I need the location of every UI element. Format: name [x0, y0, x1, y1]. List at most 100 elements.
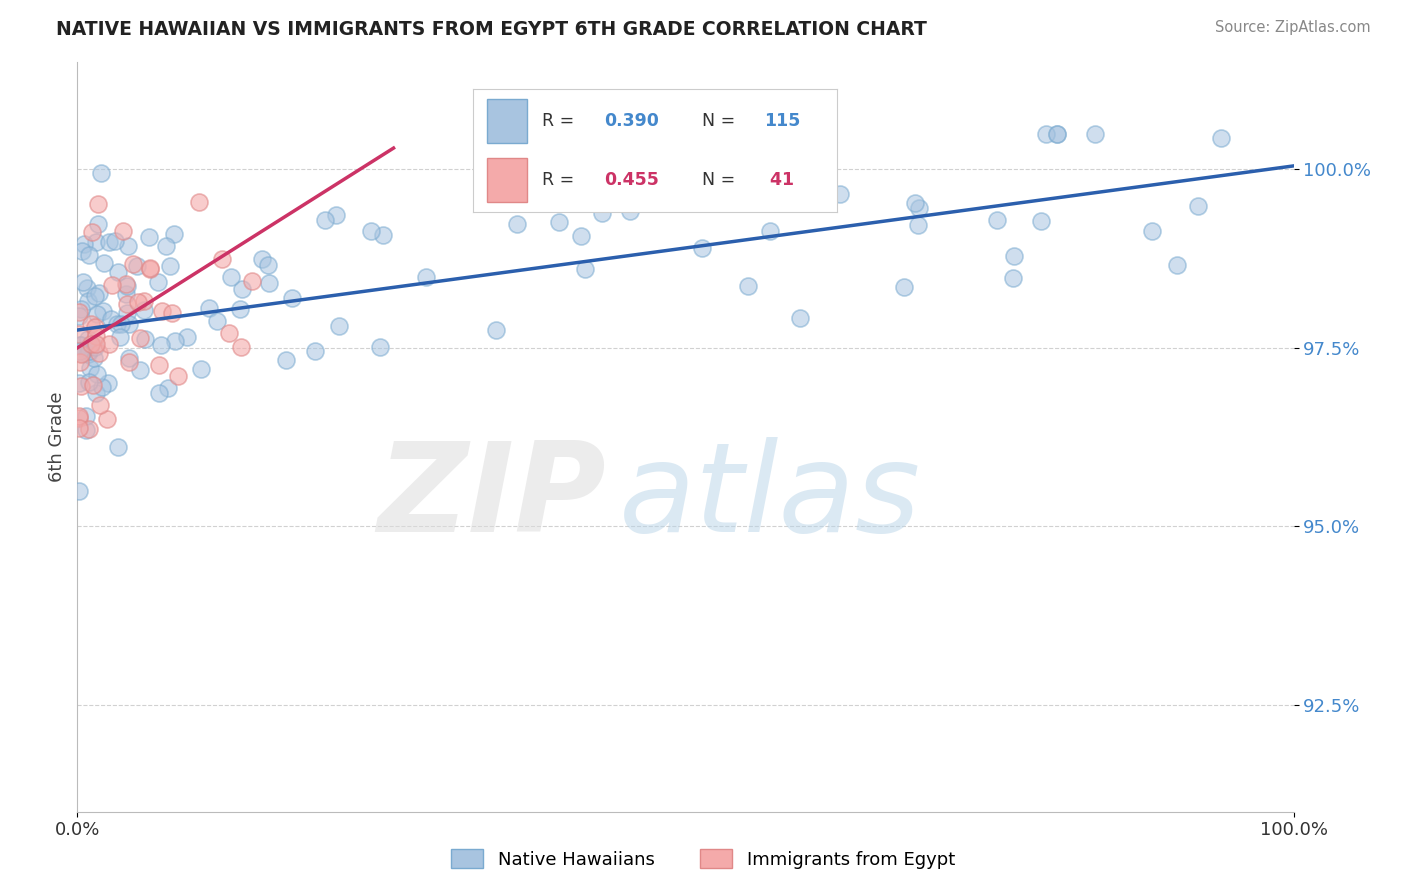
Text: ZIP: ZIP: [378, 436, 606, 558]
Point: [77, 375, 100, 389]
Point: [619, 203, 641, 218]
Point: [69, 379, 91, 393]
Point: [67, 376, 90, 391]
Point: [314, 212, 336, 227]
Point: [737, 279, 759, 293]
Point: [69, 354, 91, 368]
Point: [150, 304, 173, 318]
Point: [1166, 258, 1188, 272]
Point: [91, 304, 114, 318]
Point: [76, 347, 98, 361]
Point: [828, 187, 851, 202]
Point: [67, 326, 90, 341]
Point: [82, 378, 104, 392]
Point: [231, 282, 253, 296]
Point: [569, 229, 592, 244]
Point: [156, 381, 179, 395]
Point: [117, 297, 139, 311]
Point: [128, 331, 150, 345]
Point: [274, 353, 297, 368]
Point: [114, 277, 136, 291]
Point: [79, 422, 101, 436]
Point: [205, 314, 228, 328]
Point: [134, 303, 156, 318]
Point: [257, 258, 280, 272]
Point: [150, 338, 173, 352]
Point: [67, 421, 90, 435]
Point: [84, 235, 107, 250]
Point: [690, 241, 713, 255]
Point: [132, 293, 155, 308]
Point: [373, 228, 395, 243]
Point: [98, 235, 121, 249]
Point: [121, 257, 143, 271]
Point: [167, 369, 190, 384]
Point: [1035, 127, 1057, 141]
Point: [138, 230, 160, 244]
Text: atlas: atlas: [619, 436, 921, 558]
Point: [775, 183, 797, 197]
Point: [1187, 199, 1209, 213]
Point: [107, 265, 129, 279]
Point: [1046, 127, 1069, 141]
Point: [117, 351, 139, 365]
Point: [165, 334, 187, 348]
Point: [1209, 130, 1232, 145]
Point: [148, 386, 170, 401]
Point: [591, 205, 613, 219]
Point: [218, 326, 240, 341]
Point: [77, 332, 100, 346]
Point: [83, 320, 105, 334]
Point: [115, 287, 138, 301]
Point: [86, 307, 108, 321]
Point: [117, 306, 139, 320]
Legend: Native Hawaiians, Immigrants from Egypt: Native Hawaiians, Immigrants from Egypt: [444, 841, 962, 876]
Point: [1002, 249, 1025, 263]
Point: [90, 166, 112, 180]
Point: [257, 276, 280, 290]
Point: [759, 224, 782, 238]
Point: [96, 411, 118, 425]
Point: [176, 330, 198, 344]
Point: [87, 286, 110, 301]
Point: [485, 323, 508, 337]
Point: [83, 289, 105, 303]
Point: [163, 227, 186, 242]
Point: [368, 340, 391, 354]
Point: [903, 196, 925, 211]
Point: [67, 411, 90, 425]
Point: [789, 310, 811, 325]
Point: [70, 301, 93, 316]
Point: [79, 318, 101, 332]
Point: [76, 281, 98, 295]
Text: NATIVE HAWAIIAN VS IMMIGRANTS FROM EGYPT 6TH GRADE CORRELATION CHART: NATIVE HAWAIIAN VS IMMIGRANTS FROM EGYPT…: [56, 20, 927, 38]
Point: [80, 336, 103, 351]
Point: [148, 358, 170, 372]
Point: [1029, 213, 1052, 227]
Point: [506, 217, 529, 231]
Point: [125, 259, 148, 273]
Point: [986, 213, 1008, 227]
Point: [84, 329, 107, 343]
Point: [893, 280, 915, 294]
Point: [77, 343, 100, 358]
Point: [87, 217, 110, 231]
Point: [574, 262, 596, 277]
Point: [87, 345, 110, 359]
Point: [72, 346, 94, 360]
Point: [907, 218, 929, 232]
Point: [83, 351, 105, 365]
Point: [672, 178, 695, 192]
Point: [69, 338, 91, 352]
Point: [91, 380, 114, 394]
Point: [1046, 127, 1069, 141]
Point: [75, 409, 97, 424]
Point: [70, 347, 93, 361]
Point: [281, 292, 304, 306]
Point: [67, 309, 90, 323]
Point: [80, 225, 103, 239]
Point: [105, 318, 128, 332]
Point: [1084, 127, 1107, 141]
Point: [219, 269, 242, 284]
Point: [250, 252, 273, 266]
